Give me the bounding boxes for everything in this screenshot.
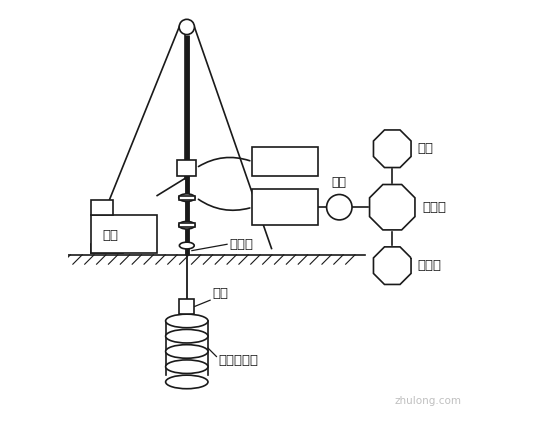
FancyBboxPatch shape [179,196,195,200]
Ellipse shape [166,375,208,389]
Ellipse shape [166,345,208,358]
FancyBboxPatch shape [179,223,195,227]
Text: zhulong.com: zhulong.com [395,396,462,406]
FancyBboxPatch shape [253,147,318,176]
FancyBboxPatch shape [91,215,157,253]
Polygon shape [370,184,415,230]
Text: 水箱: 水箱 [418,142,433,155]
FancyBboxPatch shape [178,160,196,176]
Text: 空压机: 空压机 [273,155,297,168]
Ellipse shape [166,314,208,328]
Text: 钻机: 钻机 [102,230,119,242]
Circle shape [179,19,194,34]
Text: 旋喷固结体: 旋喷固结体 [218,354,259,367]
Text: 高压泥浆
泵: 高压泥浆 泵 [269,193,301,221]
Ellipse shape [179,194,195,201]
Circle shape [326,195,352,220]
Text: 喷头: 喷头 [212,287,228,300]
Polygon shape [374,247,411,284]
Polygon shape [374,130,411,167]
FancyBboxPatch shape [253,189,318,225]
Text: 注浆管: 注浆管 [229,238,253,251]
FancyBboxPatch shape [91,200,113,215]
Ellipse shape [166,329,208,343]
Text: 水泥仓: 水泥仓 [418,259,442,272]
Ellipse shape [179,221,195,229]
Ellipse shape [166,360,208,374]
Text: 浆桶: 浆桶 [332,176,347,190]
Text: 搅拌机: 搅拌机 [422,201,446,214]
FancyBboxPatch shape [179,299,194,314]
Ellipse shape [179,242,194,249]
